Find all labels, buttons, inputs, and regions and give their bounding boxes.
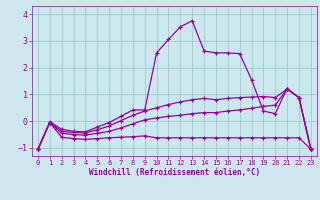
X-axis label: Windchill (Refroidissement éolien,°C): Windchill (Refroidissement éolien,°C) xyxy=(89,168,260,177)
